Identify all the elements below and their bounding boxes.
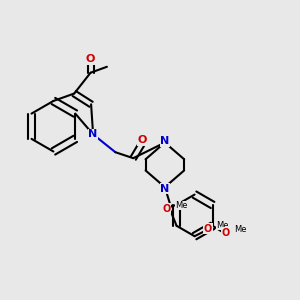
Text: O: O [222,228,230,238]
Text: N: N [88,129,98,140]
Text: O: O [86,54,95,64]
Text: Me: Me [234,225,247,234]
Text: O: O [137,135,147,145]
Text: N: N [160,136,170,146]
Text: O: O [204,224,212,234]
Text: Me: Me [175,201,188,210]
Text: N: N [160,184,170,194]
Text: O: O [162,204,170,214]
Text: Me: Me [216,221,229,230]
